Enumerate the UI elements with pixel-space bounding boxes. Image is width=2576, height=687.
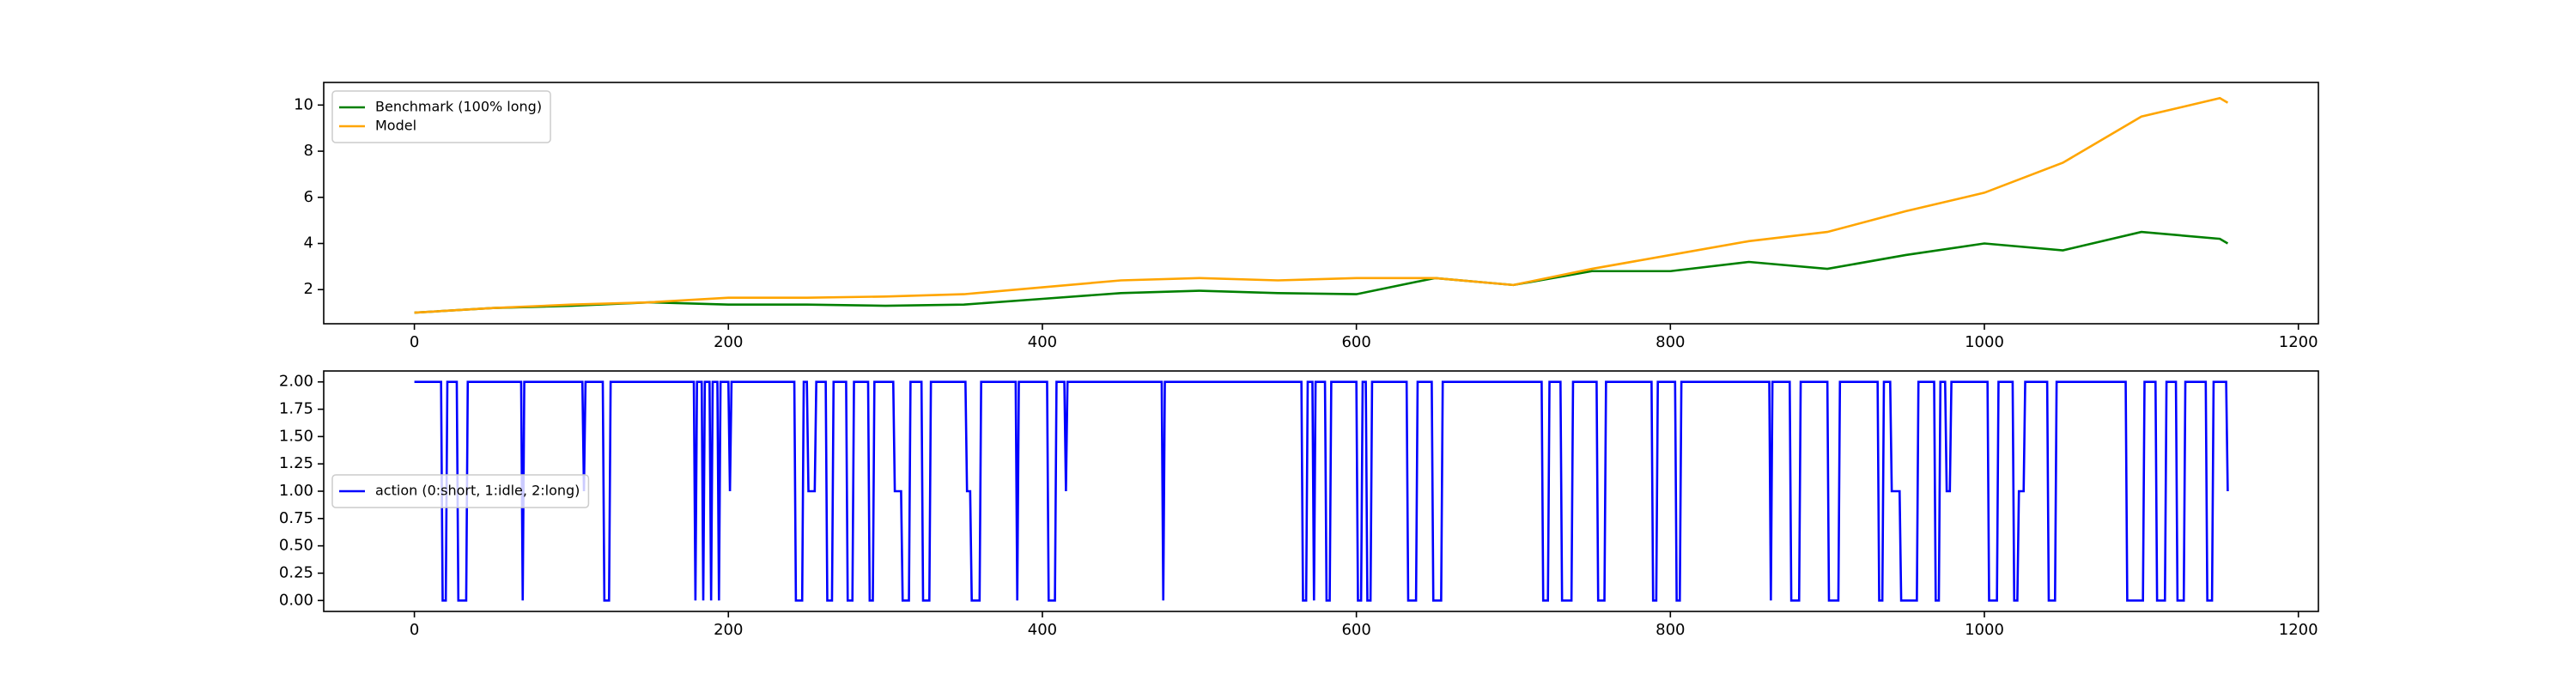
- y-tick-label: 4: [304, 234, 313, 252]
- y-tick-label: 1.50: [279, 427, 313, 445]
- y-tick-label: 0.00: [279, 591, 313, 609]
- y-tick-label: 10: [294, 95, 313, 113]
- series-line: [414, 230, 2229, 314]
- y-tick-label: 1.75: [279, 400, 313, 418]
- axes-frame: [323, 370, 2319, 612]
- y-tick-label: 2: [304, 280, 313, 298]
- y-tick-label: 1.00: [279, 482, 313, 500]
- x-tick-label: 400: [1028, 333, 1057, 351]
- x-tick-label: 1200: [2279, 621, 2318, 639]
- subplot: 0 200 400 600 800 1000 1200 0.00 0.25 0.50 0.75 1.0…: [279, 370, 2319, 639]
- y-tick-label: 6: [304, 188, 313, 206]
- y-tick-label: 8: [304, 142, 313, 160]
- legend-label: Model: [375, 118, 416, 134]
- y-tick-label: 0.50: [279, 537, 313, 555]
- legend-box: [331, 90, 551, 143]
- legend-box: [331, 474, 590, 508]
- y-tick-label: 1.25: [279, 454, 313, 472]
- legend-label: action (0:short, 1:idle, 2:long): [375, 483, 580, 499]
- series-line: [414, 96, 2229, 314]
- x-tick-label: 0: [410, 621, 419, 639]
- legend: Benchmark (100% long) Model: [331, 90, 551, 143]
- x-tick-label: 1000: [1965, 621, 2004, 639]
- x-tick-label: 600: [1341, 621, 1370, 639]
- subplot: 0 200 400 600 800 1000 1200 2 4 6 8 10 Benchmark (10…: [294, 82, 2319, 351]
- x-tick-label: 400: [1028, 621, 1057, 639]
- x-tick-label: 200: [714, 333, 743, 351]
- y-tick-label: 0.25: [279, 563, 313, 581]
- legend-label: Benchmark (100% long): [375, 99, 542, 115]
- series-line: [414, 380, 2229, 602]
- axes-frame: [323, 82, 2319, 325]
- x-tick-label: 800: [1656, 333, 1685, 351]
- x-tick-label: 600: [1341, 333, 1370, 351]
- y-tick-label: 2.00: [279, 373, 313, 391]
- legend: action (0:short, 1:idle, 2:long): [331, 474, 590, 508]
- x-tick-label: 1200: [2279, 333, 2318, 351]
- x-tick-label: 200: [714, 621, 743, 639]
- y-tick-label: 0.75: [279, 509, 313, 527]
- x-tick-label: 800: [1656, 621, 1685, 639]
- x-tick-label: 0: [410, 333, 419, 351]
- x-tick-label: 1000: [1965, 333, 2004, 351]
